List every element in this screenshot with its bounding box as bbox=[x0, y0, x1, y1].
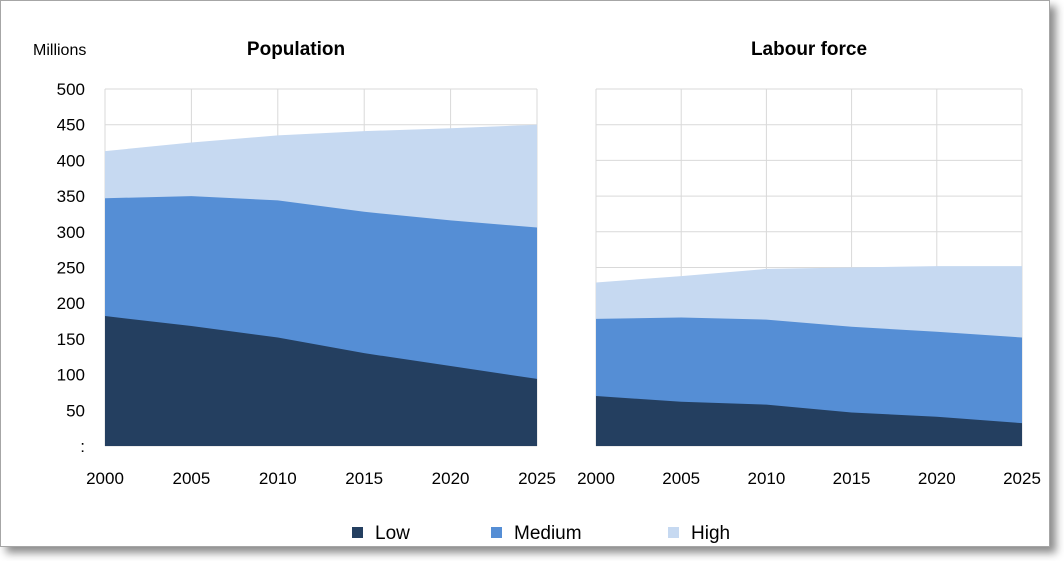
y-tick-label: : bbox=[80, 437, 85, 456]
y-tick-label: 400 bbox=[57, 151, 85, 170]
legend: Low Medium High bbox=[352, 523, 730, 544]
unit-label: Millions bbox=[33, 42, 86, 59]
x-tick-label: 2010 bbox=[747, 469, 785, 488]
x-tick-label: 2010 bbox=[259, 469, 297, 488]
x-tick-label: 2000 bbox=[86, 469, 124, 488]
area-low bbox=[105, 316, 537, 446]
population-title: Population bbox=[247, 39, 345, 60]
y-tick-label: 100 bbox=[57, 366, 85, 385]
labour-force-x-ticks: 2000 2005 2010 2015 2020 2025 bbox=[577, 469, 1041, 488]
x-tick-label: 2015 bbox=[833, 469, 871, 488]
y-tick-label: 300 bbox=[57, 223, 85, 242]
legend-label-low: Low bbox=[375, 523, 410, 544]
labour-force-title: Labour force bbox=[751, 39, 867, 60]
x-tick-label: 2020 bbox=[432, 469, 470, 488]
population-y-ticks: : 50 100 150 200 250 300 350 400 450 500 bbox=[57, 80, 85, 456]
x-tick-label: 2025 bbox=[1003, 469, 1041, 488]
x-tick-label: 2005 bbox=[662, 469, 700, 488]
legend-label-high: High bbox=[691, 523, 730, 544]
x-tick-label: 2020 bbox=[918, 469, 956, 488]
x-tick-label: 2000 bbox=[577, 469, 615, 488]
chart-frame: Millions Population : 50 100 150 200 250 300 35… bbox=[0, 0, 1050, 547]
chart-canvas: Millions Population : 50 100 150 200 250 300 35… bbox=[33, 39, 1041, 544]
population-panel: Millions Population : 50 100 150 200 250 300 35… bbox=[33, 39, 556, 488]
y-tick-label: 200 bbox=[57, 294, 85, 313]
y-tick-label: 250 bbox=[57, 259, 85, 278]
y-tick-label: 500 bbox=[57, 80, 85, 99]
legend-label-medium: Medium bbox=[514, 523, 582, 544]
area-low bbox=[596, 396, 1022, 446]
legend-swatch-medium bbox=[491, 527, 502, 538]
labour-force-areas bbox=[596, 266, 1022, 446]
x-tick-label: 2005 bbox=[172, 469, 210, 488]
y-tick-label: 450 bbox=[57, 116, 85, 135]
legend-swatch-low bbox=[352, 527, 363, 538]
labour-force-panel: Labour force 2000 2005 2010 2015 2020 2025 bbox=[577, 39, 1041, 488]
legend-swatch-high bbox=[668, 527, 679, 538]
x-tick-label: 2025 bbox=[518, 469, 556, 488]
x-tick-label: 2015 bbox=[345, 469, 383, 488]
y-tick-label: 350 bbox=[57, 187, 85, 206]
population-areas bbox=[105, 124, 537, 446]
y-tick-label: 150 bbox=[57, 330, 85, 349]
population-x-ticks: 2000 2005 2010 2015 2020 2025 bbox=[86, 469, 556, 488]
y-tick-label: 50 bbox=[66, 401, 85, 420]
